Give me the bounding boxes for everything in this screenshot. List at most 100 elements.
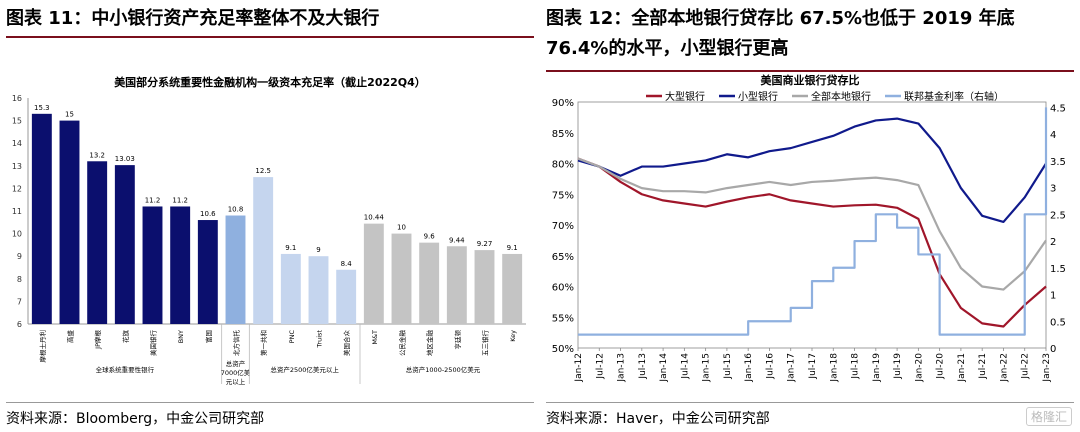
- x-tick-label: Jan-23: [1042, 353, 1052, 383]
- x-tick-label: Jul-12: [595, 353, 605, 380]
- bar: [253, 177, 274, 324]
- x-tick-label: 摩根士丹利: [38, 330, 47, 363]
- x-tick-label: Jan-20: [914, 353, 924, 383]
- y-left-tick-label: 80%: [552, 160, 574, 171]
- x-tick-label: Jan-15: [702, 353, 712, 383]
- y-left-tick-label: 60%: [552, 283, 574, 294]
- x-tick-label: Jan-16: [744, 353, 754, 383]
- y-left-tick-label: 55%: [552, 313, 574, 324]
- title-rule: [6, 36, 534, 38]
- x-tick-label: Jan-18: [829, 353, 839, 383]
- source-rule: [546, 402, 1074, 403]
- y-left-tick-label: 70%: [552, 221, 574, 232]
- bar-value-label: 13.03: [115, 155, 135, 163]
- bar: [474, 250, 495, 324]
- y-left-tick-label: 50%: [552, 344, 574, 355]
- bar: [142, 206, 163, 324]
- y-right-tick-label: 2: [1050, 237, 1056, 248]
- series-line: [577, 157, 1047, 291]
- chart-title: 美国部分系统重要性金融机构一级资本充足率（截止2022Q4）: [114, 75, 426, 89]
- bar-value-label: 10.6: [200, 210, 216, 218]
- y-tick-label: 11: [12, 207, 22, 216]
- x-tick-label: Jan-21: [957, 353, 967, 383]
- bar-value-label: 15.3: [34, 104, 50, 112]
- group-label: 7000亿美: [221, 368, 251, 377]
- group-label: 元以上: [226, 377, 246, 386]
- source-rule: [6, 402, 534, 403]
- bar: [31, 113, 52, 324]
- series-line: [577, 157, 1047, 328]
- y-tick-label: 12: [12, 184, 22, 193]
- bar: [170, 206, 191, 324]
- watermark-logo: 格隆汇: [1025, 407, 1072, 426]
- x-tick-label: Jan-13: [617, 353, 627, 383]
- y-tick-label: 9: [17, 252, 22, 261]
- bar-value-label: 9: [316, 246, 320, 254]
- legend-label: 联邦基金利率（右轴）: [904, 90, 1004, 103]
- series-line: [578, 107, 1048, 336]
- bar-value-label: 9.27: [477, 240, 493, 248]
- x-tick-label: Jan-17: [787, 353, 797, 383]
- bar: [502, 253, 523, 324]
- x-tick-label: PNC: [288, 330, 296, 344]
- figure-title: 图表 12：全部本地银行贷存比 67.5%也低于 2019 年底 76.4%的水…: [546, 8, 1015, 59]
- bar-value-label: 10.8: [228, 206, 244, 214]
- figure-source: 资料来源：Bloomberg，中金公司研究部: [6, 411, 265, 427]
- y-tick-label: 13: [12, 162, 22, 171]
- y-left-tick-label: 65%: [552, 252, 574, 263]
- y-right-tick-label: 1.5: [1050, 264, 1066, 275]
- bar-value-label: 15: [65, 111, 74, 119]
- y-tick-label: 8: [17, 275, 22, 284]
- left-figure-panel: 图表 11：中小银行资产充足率整体不及大银行 美国部分系统重要性金融机构一级资本…: [6, 8, 534, 427]
- title-rule: [546, 70, 1074, 72]
- x-tick-label: 北方信托: [232, 330, 241, 357]
- y-right-tick-label: 3: [1050, 184, 1056, 195]
- tier1-capital-bar-chart: 美国部分系统重要性金融机构一级资本充足率（截止2022Q4） 6 7 8 9 10 11 12…: [12, 75, 526, 386]
- y-right-tick-label: 3.5: [1050, 157, 1066, 168]
- bar: [446, 246, 467, 324]
- y-left-tick-label: 75%: [552, 190, 574, 201]
- y-right-tick-label: 4: [1050, 130, 1056, 141]
- x-tick-label: 第一共和: [259, 330, 268, 356]
- y-left-tick-label: 85%: [552, 129, 574, 140]
- bar-value-label: 9.1: [285, 244, 296, 252]
- bar: [391, 233, 412, 324]
- x-tick-label: 地区金融: [425, 330, 434, 357]
- figure-title: 图表 11：中小银行资产充足率整体不及大银行: [6, 8, 380, 29]
- x-tick-label: 五三银行: [481, 330, 490, 357]
- bar: [280, 253, 301, 324]
- bar-value-label: 12.5: [255, 167, 271, 175]
- x-tick-label: Jul-22: [1021, 353, 1031, 380]
- bar: [59, 120, 80, 324]
- right-figure-panel: 图表 12：全部本地银行贷存比 67.5%也低于 2019 年底 76.4%的水…: [540, 0, 1080, 432]
- bar: [114, 165, 135, 324]
- legend-label: 大型银行: [665, 90, 705, 103]
- y-right-tick-label: 1: [1050, 291, 1056, 302]
- x-tick-label: Jul-18: [851, 353, 861, 380]
- x-tick-label: Jul-16: [765, 353, 775, 380]
- bar: [419, 242, 440, 324]
- bar-value-label: 13.2: [89, 151, 105, 159]
- x-tick-label: BNY: [177, 330, 185, 343]
- x-tick-label: 美国银行: [149, 330, 158, 357]
- x-tick-label: Truist: [316, 330, 324, 349]
- y-tick-label: 6: [17, 320, 22, 329]
- bar-value-label: 9.6: [424, 233, 436, 241]
- x-tick-label: Jan-19: [872, 353, 882, 383]
- x-tick-label: Jul-13: [638, 353, 648, 380]
- y-tick-label: 7: [17, 297, 22, 306]
- x-tick-label: Jul-21: [978, 353, 988, 380]
- bar-value-label: 10: [397, 224, 406, 232]
- bar-value-label: 10.44: [364, 214, 385, 222]
- group-label: 全球系统重要性银行: [96, 365, 155, 374]
- x-tick-label: 高盛: [66, 330, 75, 344]
- bar-value-label: 9.44: [449, 236, 465, 244]
- x-tick-label: 美国合众: [342, 330, 351, 357]
- bar: [225, 215, 246, 324]
- x-tick-label: M&T: [371, 330, 379, 345]
- y-right-tick-label: 0.5: [1050, 317, 1066, 328]
- x-tick-label: Jan-14: [659, 353, 669, 383]
- x-tick-label: 公民金融: [398, 330, 407, 357]
- bar: [197, 220, 218, 324]
